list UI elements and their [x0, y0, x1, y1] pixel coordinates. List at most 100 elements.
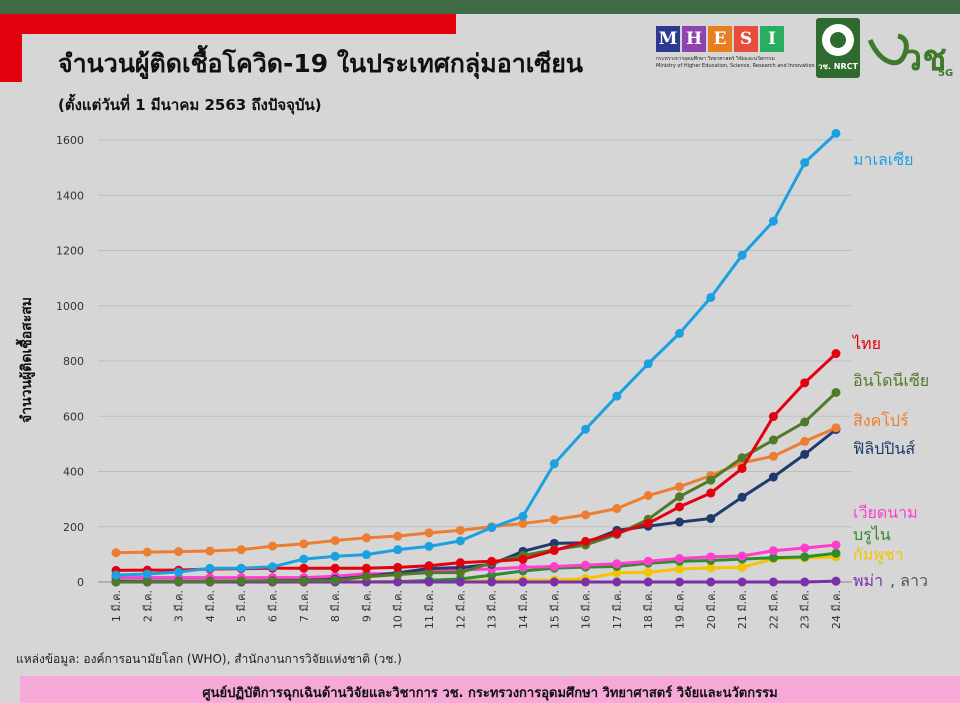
data-point [518, 577, 528, 587]
y-tick-label: 0 [77, 576, 84, 589]
legend-label: , ลาว [890, 571, 928, 590]
x-tick-label: 12 มี.ค. [454, 590, 467, 629]
data-point [674, 577, 684, 587]
data-point [706, 292, 716, 302]
data-point [831, 423, 841, 433]
data-point [643, 577, 653, 587]
data-point [330, 536, 340, 546]
data-point [612, 577, 622, 587]
data-point [236, 576, 246, 586]
data-point [142, 547, 152, 557]
data-point [393, 531, 403, 541]
data-point [581, 536, 591, 546]
x-tick-label: 16 มี.ค. [580, 590, 593, 629]
nrct-emblem-icon [822, 24, 854, 56]
data-point [330, 563, 340, 573]
data-point [299, 539, 309, 549]
red-header-bar [0, 14, 456, 34]
mhesi-letter: E [708, 26, 732, 52]
y-tick-label: 800 [63, 355, 84, 368]
data-point [424, 528, 434, 538]
vch-logo-text: วช [902, 38, 947, 79]
data-point [831, 540, 841, 550]
data-point [455, 568, 465, 578]
data-point [831, 387, 841, 397]
data-point [205, 576, 215, 586]
data-point [549, 459, 559, 469]
data-point [393, 545, 403, 555]
data-point [706, 513, 716, 523]
data-point [236, 545, 246, 555]
legend-label: บรูไน [853, 525, 891, 545]
x-tick-label: 13 มี.ค. [486, 590, 499, 629]
data-point [737, 492, 747, 502]
mhesi-logo: M H E S I [656, 26, 784, 52]
page-subtitle: (ตั้งแต่วันที่ 1 มีนาคม 2563 ถึงปัจจุบัน… [58, 96, 322, 114]
x-tick-label: 23 มี.ค. [799, 590, 812, 629]
x-tick-label: 20 มี.ค. [705, 590, 718, 629]
legend-label: เวียดนาม [853, 503, 918, 522]
data-point [706, 475, 716, 485]
data-point [831, 349, 841, 359]
data-point [424, 541, 434, 551]
data-point [393, 577, 403, 587]
page-title: จำนวนผู้ติดเชื้อโควิด-19 ในประเทศกลุ่มอา… [58, 49, 583, 78]
x-tick-label: 15 มี.ค. [548, 590, 561, 629]
data-point [674, 554, 684, 564]
x-tick-label: 14 มี.ค. [517, 590, 530, 629]
data-point [768, 577, 778, 587]
data-point [768, 451, 778, 461]
legend-label: ฟิลิปปินส์ [853, 439, 915, 458]
x-tick-label: 17 มี.ค. [611, 590, 624, 629]
data-point [612, 559, 622, 569]
data-point [800, 543, 810, 553]
data-point [424, 568, 434, 578]
x-tick-label: 4 มี.ค. [204, 590, 217, 622]
data-point [737, 453, 747, 463]
data-point [581, 560, 591, 570]
data-point [361, 572, 371, 582]
data-point [768, 216, 778, 226]
mhesi-letter: H [682, 26, 706, 52]
x-tick-label: 22 มี.ค. [767, 590, 780, 629]
data-point [800, 577, 810, 587]
data-point [800, 158, 810, 168]
data-point [393, 562, 403, 572]
data-point [737, 562, 747, 572]
x-tick-label: 3 มี.ค. [173, 590, 186, 622]
data-point [612, 528, 622, 538]
y-tick-label: 600 [63, 410, 84, 423]
data-point [674, 482, 684, 492]
data-point [612, 504, 622, 514]
data-point [549, 577, 559, 587]
series-line [115, 132, 838, 577]
data-point [518, 518, 528, 528]
legend-label: สิงคโปร์ [853, 411, 909, 430]
data-point [268, 562, 278, 572]
data-point [361, 563, 371, 573]
y-tick-label: 200 [63, 521, 84, 534]
data-point [674, 328, 684, 338]
data-point [236, 563, 246, 573]
vch-5g-text: 5G [938, 68, 953, 79]
data-point [299, 554, 309, 564]
x-tick-label: 9 มี.ค. [360, 590, 373, 622]
x-tick-label: 19 มี.ค. [673, 590, 686, 629]
nrct-logo: วช. NRCT [816, 18, 860, 78]
data-point [706, 488, 716, 498]
data-point [174, 547, 184, 557]
data-point [831, 128, 841, 138]
data-point [361, 533, 371, 543]
mhesi-caption: กระทรวงการอุดมศึกษา วิทยาศาสตร์ วิจัยและ… [656, 56, 815, 69]
data-point [706, 552, 716, 562]
data-point [393, 570, 403, 580]
x-tick-label: 1 มี.ค. [110, 590, 123, 622]
data-point [268, 541, 278, 551]
data-point [674, 502, 684, 512]
data-point [643, 491, 653, 501]
data-point [800, 417, 810, 427]
mhesi-letter: I [760, 26, 784, 52]
data-point [549, 515, 559, 525]
data-point [299, 563, 309, 573]
data-point [205, 546, 215, 556]
